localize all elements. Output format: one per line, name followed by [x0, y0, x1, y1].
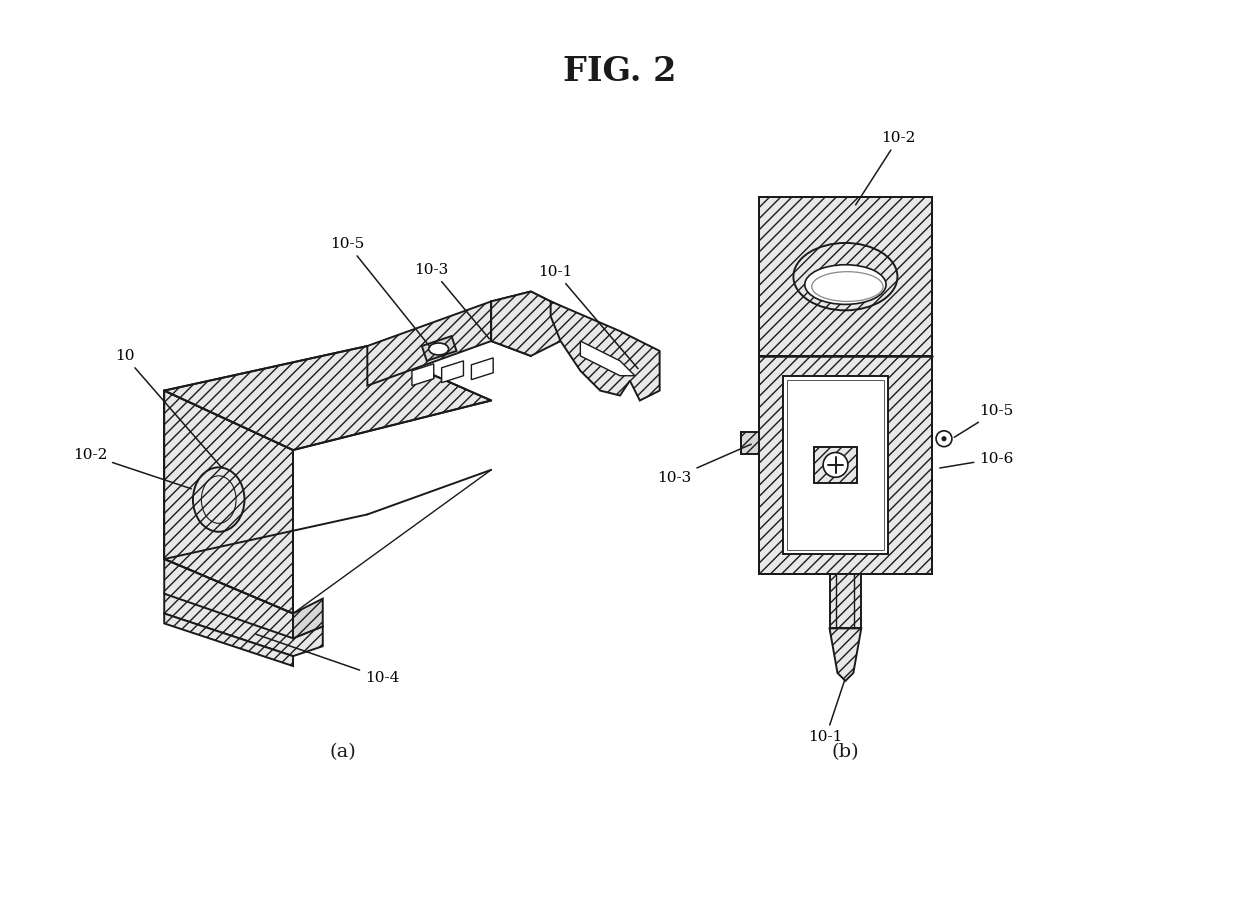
- Ellipse shape: [794, 243, 898, 310]
- Text: FIG. 2: FIG. 2: [563, 55, 677, 88]
- Circle shape: [936, 431, 952, 446]
- Text: 10-2: 10-2: [856, 131, 916, 205]
- Text: 10-3: 10-3: [657, 444, 751, 484]
- Text: 10-3: 10-3: [414, 263, 490, 339]
- Polygon shape: [759, 198, 932, 356]
- Polygon shape: [441, 361, 464, 383]
- Polygon shape: [813, 447, 857, 483]
- Polygon shape: [471, 358, 494, 380]
- Text: 10-5: 10-5: [955, 404, 1013, 437]
- Polygon shape: [830, 629, 862, 681]
- Polygon shape: [784, 375, 888, 554]
- Text: 10-5: 10-5: [330, 237, 430, 346]
- Polygon shape: [531, 307, 560, 351]
- Polygon shape: [830, 574, 862, 629]
- Polygon shape: [293, 599, 322, 639]
- Polygon shape: [164, 391, 293, 613]
- Text: 10-4: 10-4: [255, 634, 399, 685]
- Text: 10-1: 10-1: [538, 265, 639, 368]
- Text: 10: 10: [115, 349, 222, 468]
- Polygon shape: [422, 336, 456, 361]
- Text: 10-6: 10-6: [940, 452, 1013, 468]
- Ellipse shape: [429, 343, 449, 355]
- Polygon shape: [740, 433, 759, 454]
- Polygon shape: [491, 291, 560, 317]
- Polygon shape: [367, 301, 491, 385]
- Text: (a): (a): [329, 743, 356, 761]
- Polygon shape: [759, 356, 932, 574]
- Polygon shape: [164, 346, 491, 450]
- Text: 10-2: 10-2: [73, 448, 191, 489]
- Ellipse shape: [823, 453, 848, 477]
- Text: 10-1: 10-1: [808, 680, 844, 745]
- Polygon shape: [164, 559, 293, 649]
- Polygon shape: [491, 291, 560, 356]
- Ellipse shape: [805, 265, 887, 305]
- Polygon shape: [491, 301, 531, 356]
- Circle shape: [942, 437, 946, 441]
- Text: (b): (b): [831, 743, 859, 761]
- Polygon shape: [164, 594, 322, 656]
- Polygon shape: [164, 613, 293, 666]
- Polygon shape: [412, 364, 434, 385]
- Polygon shape: [551, 301, 660, 401]
- Polygon shape: [580, 341, 635, 375]
